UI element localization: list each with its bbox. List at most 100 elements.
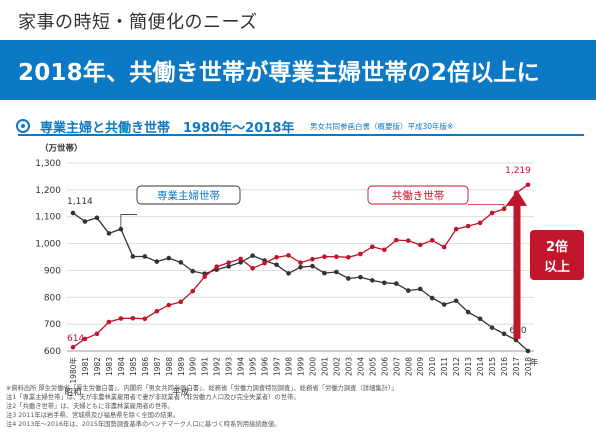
x-tick-label: 1991 (201, 357, 210, 376)
single-income-point (465, 309, 471, 315)
x-tick-label: 2018 (524, 357, 533, 376)
x-tick-label: 1990 (189, 357, 198, 376)
dual-income-point (118, 316, 124, 321)
single-income-label-box (136, 185, 241, 205)
single-income-point (405, 288, 411, 293)
single-income-point (429, 295, 435, 301)
annotation-line2: 以上 (544, 260, 570, 275)
single-income-point (370, 278, 375, 283)
y-tick-label: 1,200 (35, 186, 61, 196)
x-tick-label: 1983 (105, 357, 114, 376)
annotation-line1: 2倍 (546, 239, 568, 255)
single-income-point (501, 331, 507, 337)
single-income-point (286, 271, 291, 276)
y-tick-label: 800 (44, 293, 61, 303)
dual-income-point (226, 260, 231, 265)
x-tick-label: 2017 (512, 357, 521, 376)
single-income-point (166, 255, 172, 261)
x-tick-label: 1999 (297, 357, 306, 376)
x-tick-label: 1993 (225, 357, 234, 376)
dual-income-point (310, 256, 315, 262)
single-income-point (417, 286, 423, 292)
dual-income-point (429, 238, 435, 243)
footnotes: ※資料出所 厚生労働省「厚生労働白書」、内閣府「男女共同参画白書」、総務省「労働… (6, 384, 586, 429)
single-income-point (453, 298, 459, 304)
dual-income-point (94, 331, 100, 337)
dual-income-point (262, 260, 267, 266)
single-income-point (382, 280, 387, 286)
x-tick-label: 2005 (368, 357, 377, 376)
footnote: ※資料出所 厚生労働省「厚生労働白書」、内閣府「男女共同参画白書」、総務省「労働… (6, 385, 398, 392)
x-tick-label: 2012 (452, 357, 461, 376)
single-start-value: 1,114 (67, 197, 93, 207)
footnote: 注2「共働き世帯」は、夫婦ともに非農林業雇用者の世帯。 (6, 403, 174, 410)
dual-income-point (489, 210, 495, 216)
chart-subtitle: 専業主婦と共働き世帯 1980年〜2018年 (40, 121, 295, 136)
y-tick-label: 1,100 (35, 213, 61, 223)
footnote: 注3 2011年は岩手県、宮城県及び福島県を除く全国の結果。 (6, 412, 180, 419)
single-income-point (82, 219, 88, 224)
x-tick-label: 1989 (177, 357, 186, 376)
dual-end-value: 1,219 (505, 166, 531, 176)
single-income-point (346, 276, 351, 281)
single-income-point (106, 231, 112, 236)
top-bar: 家事の時短・簡便化のニーズ (0, 0, 596, 40)
x-tick-label: 1980年 (68, 357, 78, 384)
dual-income-point (142, 316, 148, 322)
dual-income-point (334, 254, 339, 260)
x-tick-label: 1995 (249, 357, 258, 376)
single-income-leader (120, 214, 137, 230)
annotation-box (530, 230, 584, 280)
dual-income-point (358, 251, 363, 257)
dual-income-point (441, 244, 447, 250)
single-income-point (298, 264, 303, 270)
dual-income-point (525, 182, 531, 188)
x-tick-label: 1981 (81, 357, 90, 376)
x-tick-label: 1998 (285, 357, 294, 376)
dual-income-point (322, 254, 327, 260)
x-tick-label: 2006 (380, 357, 389, 376)
x-tick-label: 2003 (344, 357, 353, 376)
dual-income-point (417, 242, 423, 248)
x-tick-label: 2011 (440, 357, 449, 376)
single-income-point (477, 316, 483, 322)
dual-income-point (190, 288, 196, 294)
x-tick-label: 2001 (320, 357, 329, 376)
dual-income-leader (468, 204, 505, 209)
single-income-point (525, 348, 531, 354)
footnote: 注4 2013年〜2016年は、2015年国勢調査基準のベンチマーク人口に基づく… (6, 421, 281, 428)
circle-bullet-icon (16, 119, 30, 133)
x-tick-label: 2016 (500, 357, 509, 376)
x-tick-label: 1997 (273, 357, 282, 376)
x-tick-label: 2009 (416, 357, 425, 376)
x-tick-label: 1996 (261, 357, 270, 376)
chart-source: 男女共同参画白書（概要版）平成30年版※ (310, 122, 454, 131)
y-tick-label: 600 (44, 347, 61, 357)
single-income-label: 専業主婦世帯 (157, 189, 220, 202)
single-income-point (358, 274, 363, 280)
arrow-shaft (513, 203, 521, 339)
x-tick-label: 1984 (117, 357, 126, 376)
dual-income-point (130, 315, 136, 321)
x-tick-label: 1988 (165, 357, 174, 376)
dual-income-point (382, 247, 387, 253)
dual-income-point (298, 260, 303, 265)
single-income-point (250, 253, 255, 258)
single-income-line (72, 212, 529, 352)
dual-income-label-box (367, 185, 469, 205)
single-income-point (70, 210, 76, 216)
single-income-point (226, 264, 231, 269)
y-tick-label: 1,000 (35, 240, 61, 250)
single-income-point (178, 260, 184, 265)
chart-subtitle-bar: 専業主婦と共働き世帯 1980年〜2018年 男女共同参画白書（概要版）平成30… (14, 115, 584, 139)
x-tick-label: 1992 (213, 357, 222, 376)
x-tick-label: 1987 (153, 357, 162, 376)
single-income-point (310, 263, 315, 269)
dual-income-point (405, 238, 411, 243)
headline-banner: 2018年、共働き世帯が専業主婦世帯の2倍以上に (0, 40, 596, 100)
dual-income-point (346, 254, 351, 260)
dual-income-point (453, 226, 459, 232)
dual-income-point (477, 220, 483, 226)
x-tick-label: 2008 (404, 357, 413, 376)
dual-income-point (154, 308, 160, 314)
